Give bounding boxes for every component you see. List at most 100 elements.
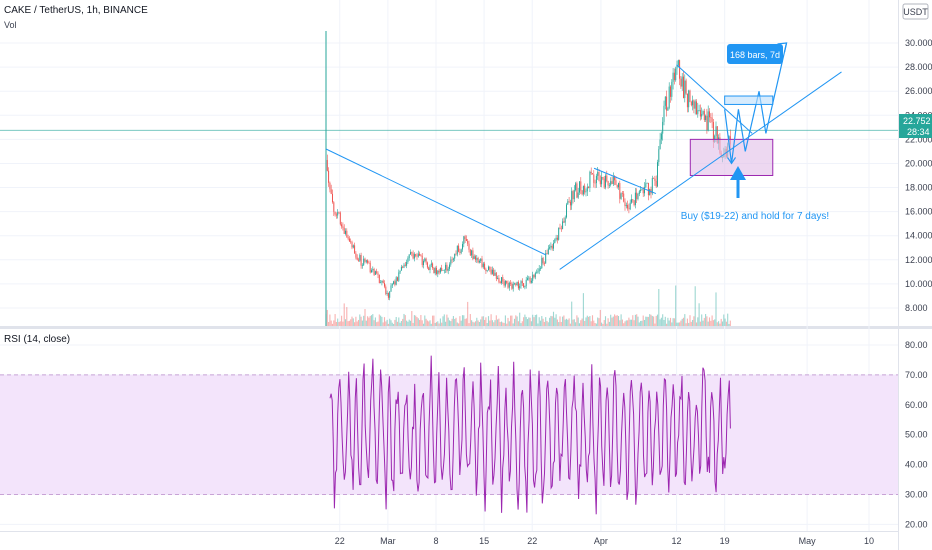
volume-bar [439, 318, 441, 326]
candle-body [612, 176, 614, 185]
candle-body [517, 281, 519, 289]
volume-bar [454, 318, 456, 326]
bars-range-label: 168 bars, 7d [730, 50, 780, 60]
volume-bar [573, 319, 575, 326]
candle-body [501, 277, 502, 284]
volume-bar [619, 320, 621, 326]
volume-bar [528, 317, 530, 326]
buy-zone-rectangle[interactable] [689, 138, 774, 176]
candle-body [715, 126, 717, 136]
candle-body [346, 230, 348, 237]
candle-body [348, 238, 350, 242]
volume-bar [551, 316, 553, 326]
candle-body [577, 192, 579, 198]
last-price-tag: 22.752 28:34 [899, 114, 932, 138]
candle-body [572, 191, 574, 200]
volume-bar [486, 323, 488, 326]
candle-body [676, 65, 678, 69]
volume-bar [391, 322, 393, 326]
candle-body [449, 264, 450, 269]
volume-bar [594, 323, 596, 326]
volume-bar [441, 322, 443, 326]
volume-bar [415, 315, 417, 326]
volume-bar [679, 322, 681, 326]
trendline [325, 148, 547, 256]
time-tick-label: Apr [594, 536, 608, 546]
volume-bar [420, 314, 422, 326]
volume-bar [694, 286, 696, 326]
volume-bar [723, 314, 725, 326]
volume-bar [355, 316, 357, 326]
volume-bar [627, 320, 629, 326]
volume-bar [628, 317, 630, 326]
volume-bar [390, 320, 392, 326]
candle-body [567, 201, 569, 205]
rsi-axis[interactable]: 80.00 70.00 60.00 50.00 40.00 30.00 20.00 [905, 340, 928, 529]
candle-body [416, 255, 418, 257]
bars-range-box[interactable] [724, 95, 774, 105]
volume-bar [413, 315, 415, 326]
candle-body [649, 189, 651, 196]
volume-bar [693, 316, 695, 326]
volume-bar [695, 322, 698, 326]
candle-body [403, 264, 405, 268]
candle-body [580, 181, 582, 191]
volume-bar [489, 320, 491, 326]
time-axis[interactable]: 22 Mar 8 15 22 Apr 12 19 May 10 [335, 536, 874, 546]
volume-bar [343, 303, 345, 326]
volume-bar [446, 314, 448, 326]
candle-body [654, 178, 656, 181]
candle-body [602, 177, 604, 179]
time-tick-label: 10 [864, 536, 874, 546]
volume-bar [724, 318, 726, 326]
candle-body [423, 261, 424, 266]
candle-body [434, 267, 436, 274]
candle-body [354, 245, 356, 254]
currency-badge[interactable] [902, 3, 929, 20]
candle-body [506, 280, 508, 283]
candle-body [504, 280, 506, 286]
candle-body [628, 208, 630, 210]
candle-body [533, 274, 535, 278]
candle-body [670, 86, 671, 97]
candle-body [579, 181, 580, 193]
candle-body [395, 277, 397, 285]
candle-body [463, 236, 465, 245]
volume-bar [448, 320, 451, 326]
volume-label: Vol [4, 20, 17, 30]
candle-body [663, 105, 665, 122]
volume-bar [333, 320, 335, 326]
candle-body [333, 202, 335, 212]
volume-bar [597, 317, 599, 326]
volume-bar [611, 317, 613, 326]
volume-bar [666, 323, 668, 326]
volume-bar [365, 320, 367, 326]
volume-bar [568, 318, 570, 326]
volume-bar [387, 323, 389, 326]
candle-body [575, 183, 577, 191]
candle-body [537, 271, 539, 273]
candle-body [452, 258, 454, 260]
projection-path[interactable] [724, 42, 788, 165]
candle-body [489, 266, 491, 270]
candle-body [532, 274, 534, 281]
candle-body [464, 236, 466, 240]
volume-bar [580, 320, 582, 326]
volume-bar [715, 292, 717, 326]
volume-bar [630, 319, 633, 326]
candle-body [510, 282, 512, 284]
price-axis[interactable]: 30.00028.00026.00024.00022.00020.00018.0… [905, 38, 932, 313]
volume-bar [591, 315, 594, 326]
candle-body [350, 241, 352, 243]
volume-bar [513, 318, 516, 326]
volume-bar [539, 320, 542, 326]
volume-bar [608, 321, 610, 326]
volume-bar [603, 320, 605, 326]
trendlines[interactable] [325, 64, 842, 270]
candle-body [555, 237, 557, 240]
volume-bar [653, 316, 655, 326]
volume-bar [354, 322, 356, 326]
candle-body [554, 239, 556, 244]
volume-bar [554, 317, 556, 326]
